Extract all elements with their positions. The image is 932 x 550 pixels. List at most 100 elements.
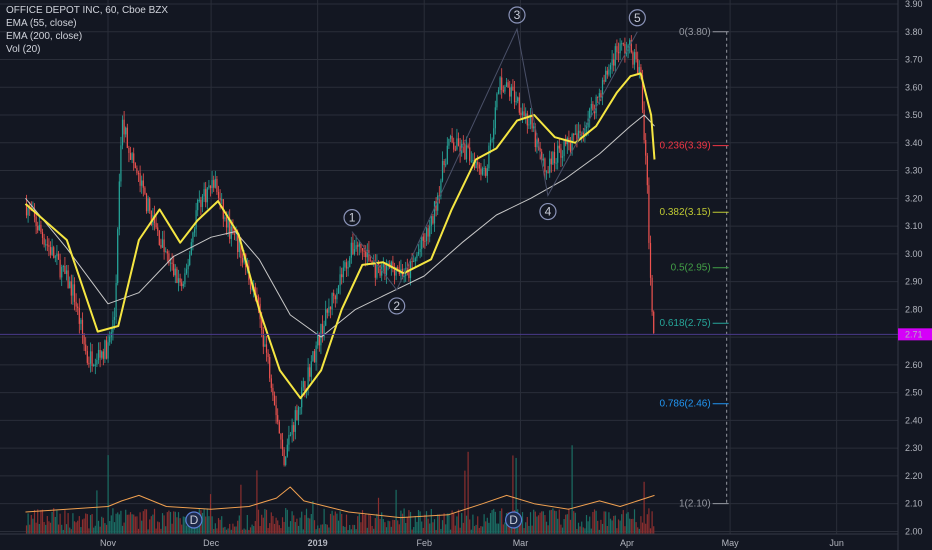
volume-bar — [216, 528, 218, 534]
candle-body — [589, 108, 591, 119]
volume-bar — [504, 522, 506, 534]
wave-label-circle[interactable] — [343, 209, 361, 227]
volume-bar — [209, 494, 212, 534]
candle-body — [193, 229, 196, 233]
volume-bar — [601, 523, 604, 534]
volume-bar — [240, 484, 242, 534]
volume-bar — [61, 524, 63, 534]
volume-bar — [541, 511, 543, 534]
dividend-label[interactable]: D — [509, 513, 518, 527]
volume-bar — [427, 518, 429, 534]
candle-body — [361, 248, 364, 251]
candle-body — [104, 340, 106, 359]
candle-body — [65, 270, 68, 274]
candle-body — [163, 239, 165, 252]
volume-bar — [173, 511, 175, 534]
volume-bar — [153, 508, 156, 534]
candle-body — [277, 415, 279, 422]
fib-level-label[interactable]: 1(2.10) — [679, 499, 711, 510]
candle-body — [598, 93, 600, 98]
wave-label[interactable]: 5 — [634, 11, 641, 25]
fib-level-label[interactable]: 0.5(2.95) — [671, 263, 711, 274]
volume-legend[interactable]: Vol (20) — [6, 44, 41, 55]
candle-body — [262, 329, 264, 347]
candle-body — [313, 351, 316, 363]
symbol-title[interactable]: OFFICE DEPOT INC, 60, Cboe BZX — [6, 5, 169, 16]
volume-bar — [89, 515, 92, 534]
candle-body — [653, 311, 655, 334]
volume-bar — [265, 509, 268, 534]
candle-body — [233, 233, 236, 235]
elliott-wave-labels[interactable]: 1 2 3 4 5 — [343, 6, 646, 315]
candle-body — [608, 69, 610, 75]
fib-level-label[interactable]: 0.786(2.46) — [660, 399, 711, 410]
candle-body — [339, 274, 341, 286]
volume-bar — [542, 511, 544, 534]
volume-bar — [107, 455, 109, 534]
candle-body — [49, 246, 52, 255]
wave-label-circle[interactable] — [539, 202, 557, 221]
candle-body — [333, 293, 335, 296]
fib-level-label[interactable]: 0.382(3.15) — [660, 207, 711, 218]
volume-bar — [307, 517, 309, 534]
wave-label[interactable]: 2 — [393, 299, 400, 313]
candle-body — [565, 139, 567, 145]
volume-bar — [598, 529, 600, 534]
volume-bar — [313, 520, 316, 534]
candle-body — [646, 155, 648, 186]
dividend-marker[interactable] — [185, 511, 203, 529]
fibonacci-retracement[interactable]: 0(3.80) 0.236(3.39) 0.382(3.15) 0.5(2.95) 0.… — [660, 27, 729, 510]
volume-bar — [193, 525, 196, 534]
wave-label[interactable]: 1 — [349, 211, 356, 225]
volume-bar — [501, 508, 503, 534]
candle-body — [592, 103, 594, 111]
candle-body — [507, 82, 509, 88]
candle-body — [352, 242, 354, 255]
volume-bar — [83, 518, 85, 534]
candle-body — [630, 40, 632, 53]
ema55-legend[interactable]: EMA (55, close) — [6, 18, 77, 29]
candle-body — [577, 130, 580, 140]
candle-body — [347, 267, 349, 269]
volume-bar — [320, 524, 322, 534]
candle-body — [493, 128, 495, 140]
volume-bar — [651, 511, 653, 534]
volume-bar — [339, 511, 341, 534]
candle-body — [638, 67, 640, 74]
volume-bar — [43, 521, 45, 534]
volume-bar — [550, 509, 552, 534]
volume-bar — [409, 511, 412, 534]
wave-label-circle[interactable] — [388, 297, 406, 315]
candle-body — [27, 208, 29, 216]
volume-bar — [646, 514, 648, 534]
volume-bar — [115, 513, 117, 534]
volume-bar — [422, 527, 424, 534]
volume-bar — [94, 525, 96, 534]
candle-body — [641, 75, 644, 110]
fib-level-label[interactable]: 0.618(2.75) — [660, 318, 711, 329]
volume-bar — [65, 524, 68, 534]
fib-level-label[interactable]: 0.236(3.39) — [660, 141, 711, 152]
candle-body — [528, 124, 530, 126]
last-price-tag[interactable] — [898, 328, 932, 341]
dividend-label[interactable]: D — [190, 513, 199, 527]
candle-body — [224, 217, 226, 219]
volume-bar — [595, 510, 597, 534]
time-axis[interactable]: Nov Dec 2019 Feb Mar Apr May Jun — [0, 533, 898, 548]
wave-label[interactable]: 3 — [514, 8, 521, 22]
candle-body — [261, 319, 263, 330]
volume-bar — [72, 513, 74, 534]
wave-label-circle[interactable] — [628, 9, 646, 27]
wave-label[interactable]: 4 — [545, 205, 552, 219]
ema200-legend[interactable]: EMA (200, close) — [6, 31, 83, 42]
wave-label-circle[interactable] — [508, 6, 526, 24]
price-tick-label: 2.20 — [905, 471, 923, 481]
dividend-marker[interactable] — [504, 511, 523, 529]
candle-body — [153, 215, 156, 224]
fib-level-label[interactable]: 0(3.80) — [679, 27, 711, 38]
last-price-label[interactable]: 2.71 — [905, 329, 923, 339]
candle-body — [531, 116, 533, 129]
